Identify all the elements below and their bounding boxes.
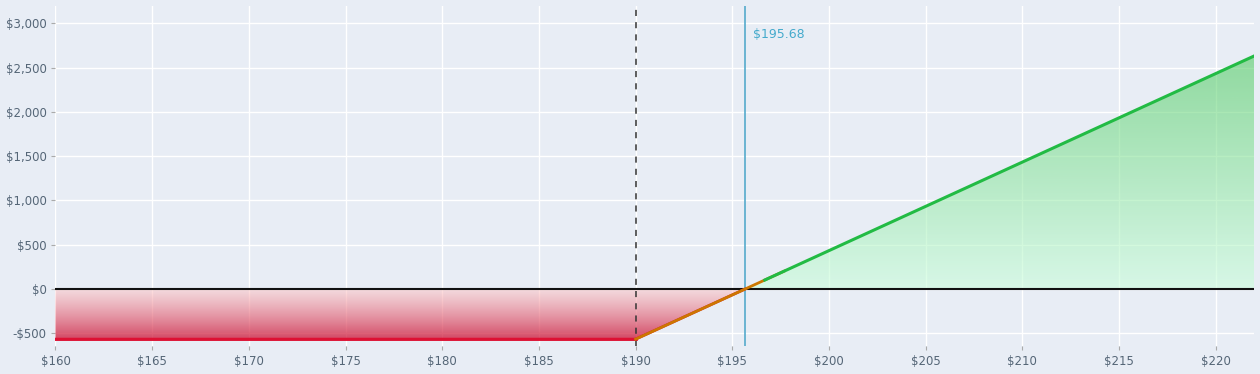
Polygon shape bbox=[55, 289, 746, 339]
Text: $195.68: $195.68 bbox=[753, 28, 805, 41]
